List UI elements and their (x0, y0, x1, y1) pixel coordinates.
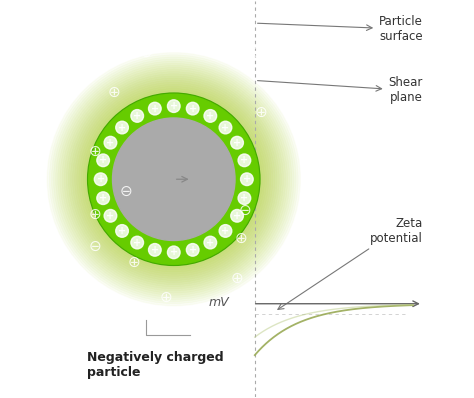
Circle shape (140, 146, 208, 213)
Text: ⊕: ⊕ (255, 105, 267, 119)
Circle shape (231, 209, 244, 222)
Text: +: + (189, 103, 197, 113)
Circle shape (238, 192, 251, 205)
Text: +: + (151, 103, 159, 113)
Text: +: + (106, 211, 115, 221)
Text: +: + (133, 238, 141, 248)
Circle shape (151, 156, 197, 203)
Text: ⊕: ⊕ (199, 21, 212, 37)
Circle shape (186, 102, 199, 115)
Text: +: + (151, 245, 159, 255)
Text: +: + (118, 123, 126, 133)
Circle shape (146, 152, 201, 207)
Text: +: + (99, 193, 107, 203)
Text: +: + (240, 155, 248, 165)
Circle shape (148, 102, 161, 115)
Text: +: + (170, 101, 178, 111)
Text: Particle
surface: Particle surface (257, 15, 423, 43)
Circle shape (163, 169, 184, 190)
Text: ⊕: ⊕ (88, 144, 101, 159)
Circle shape (148, 244, 161, 256)
Text: mV: mV (209, 296, 229, 309)
Circle shape (148, 154, 199, 205)
Text: ⊕: ⊕ (128, 255, 141, 270)
Text: +: + (118, 226, 126, 236)
Circle shape (131, 109, 144, 122)
Circle shape (167, 246, 180, 259)
Circle shape (104, 209, 117, 222)
Text: ⊕: ⊕ (235, 231, 247, 246)
Text: ⊕: ⊕ (159, 290, 172, 305)
Text: +: + (106, 138, 115, 148)
Circle shape (231, 137, 244, 149)
Circle shape (136, 141, 212, 217)
Circle shape (94, 173, 107, 185)
Circle shape (165, 171, 182, 188)
Circle shape (155, 160, 193, 198)
Circle shape (204, 236, 217, 249)
Circle shape (167, 173, 180, 185)
Text: +: + (221, 226, 229, 236)
Circle shape (157, 162, 191, 196)
Circle shape (89, 94, 259, 264)
Circle shape (153, 158, 195, 200)
Text: ⊖: ⊖ (88, 239, 101, 254)
Text: +: + (233, 211, 241, 221)
Circle shape (97, 154, 109, 167)
Circle shape (241, 173, 253, 185)
Text: +: + (233, 138, 241, 148)
Circle shape (170, 175, 178, 183)
Text: Zeta
potential: Zeta potential (278, 217, 423, 309)
Circle shape (144, 150, 203, 209)
Circle shape (167, 100, 180, 113)
Text: ⊖: ⊖ (120, 183, 133, 199)
Text: +: + (243, 174, 251, 184)
Circle shape (138, 143, 210, 215)
Circle shape (219, 224, 232, 237)
Text: +: + (206, 111, 214, 121)
Circle shape (142, 148, 205, 211)
Text: ⊕: ⊕ (140, 45, 153, 60)
Circle shape (116, 121, 128, 134)
Circle shape (159, 164, 189, 194)
Text: +: + (189, 245, 197, 255)
Text: +: + (221, 123, 229, 133)
Circle shape (97, 192, 109, 205)
Text: ⊕: ⊕ (108, 85, 121, 100)
Text: ⊖: ⊖ (238, 203, 251, 219)
Circle shape (186, 244, 199, 256)
Circle shape (161, 167, 186, 192)
Text: +: + (170, 247, 178, 258)
Circle shape (112, 118, 235, 240)
Circle shape (131, 236, 144, 249)
Circle shape (104, 137, 117, 149)
Circle shape (116, 224, 128, 237)
Text: ⊕: ⊕ (231, 271, 243, 285)
Text: ⊕: ⊕ (88, 207, 101, 222)
Circle shape (204, 109, 217, 122)
Text: +: + (99, 155, 107, 165)
Circle shape (88, 93, 260, 265)
Text: Negatively charged
particle: Negatively charged particle (87, 351, 223, 379)
Text: +: + (240, 193, 248, 203)
Text: +: + (206, 238, 214, 248)
Circle shape (172, 177, 176, 181)
Circle shape (219, 121, 232, 134)
Circle shape (238, 154, 251, 167)
Text: Shear
plane: Shear plane (257, 76, 423, 104)
Text: +: + (97, 174, 105, 184)
Text: ⊕: ⊕ (250, 45, 263, 60)
Text: +: + (133, 111, 141, 121)
